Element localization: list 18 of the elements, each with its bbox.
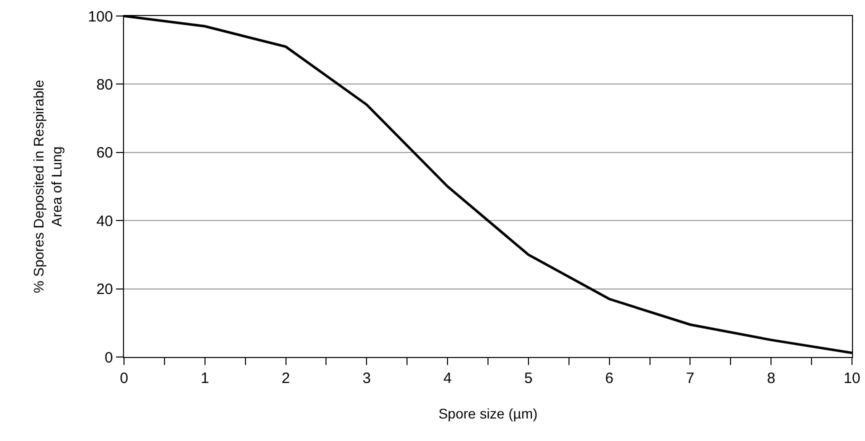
y-tick-label: 80	[96, 76, 113, 94]
x-tick-label: 0	[120, 370, 128, 387]
y-axis-title: % Spores Deposited in Respirable Area of Lung	[30, 80, 65, 294]
x-tick-label: 10	[844, 370, 860, 387]
x-axis-title: Spore size (µm)	[438, 405, 538, 422]
y-tick-label: 100	[88, 8, 113, 26]
x-tick-label: 3	[362, 370, 371, 387]
x-tick-label: 7	[686, 370, 694, 387]
x-tick-label: 4	[443, 370, 452, 387]
y-tick-label: 60	[96, 144, 113, 162]
x-tick-label: 8	[766, 370, 776, 387]
x-tick-label: 6	[605, 370, 614, 387]
y-tick-label: 0	[104, 349, 113, 366]
x-tick-label: 1	[200, 370, 210, 387]
y-tick-label: 40	[96, 212, 113, 230]
x-tick-label: 2	[282, 370, 290, 387]
y-tick-label: 20	[96, 281, 113, 298]
x-tick-label: 5	[524, 370, 533, 387]
